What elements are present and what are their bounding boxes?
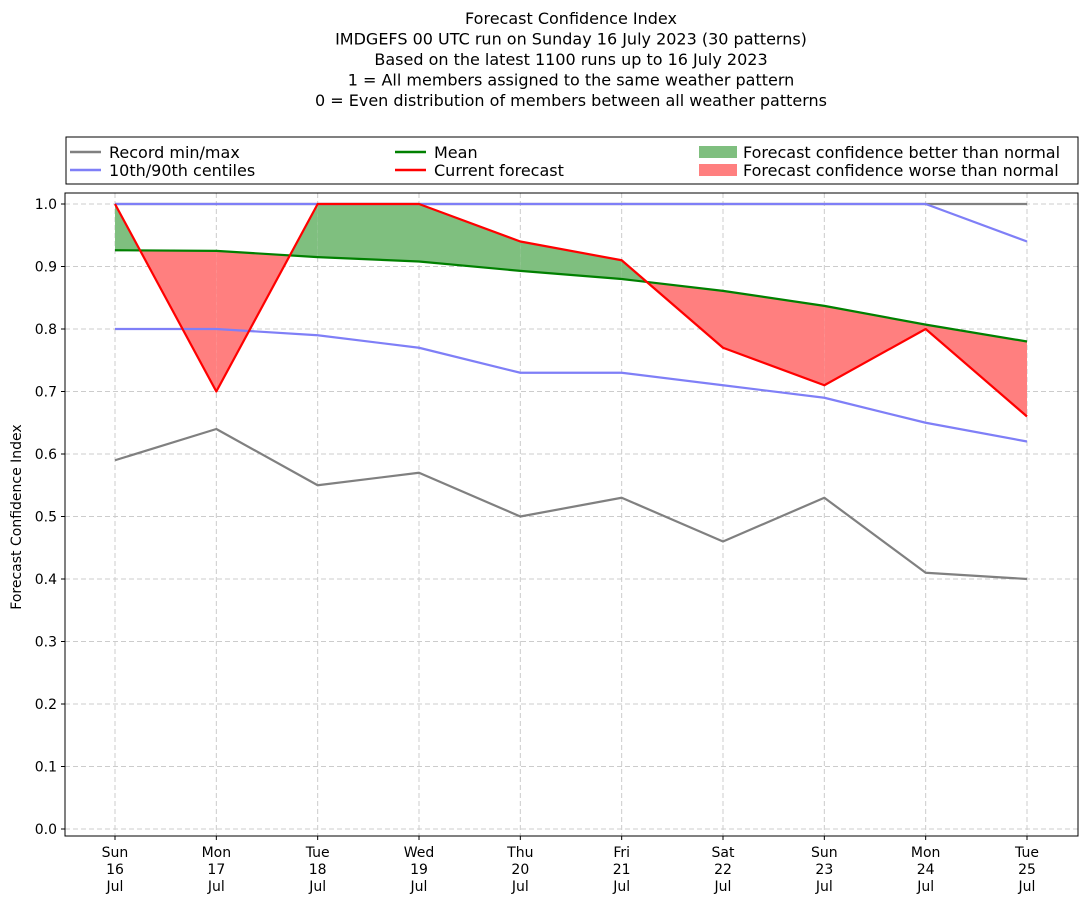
x-tick-label-line: Jul bbox=[106, 879, 124, 895]
plot-area-frame bbox=[64, 192, 1079, 837]
x-tick-label-line: 19 bbox=[410, 862, 428, 878]
series-line-current-forecast bbox=[114, 202, 1028, 418]
fill-better-than-normal bbox=[520, 241, 622, 279]
x-tick-label-line: 23 bbox=[815, 862, 833, 878]
y-tick-label: 0.0 bbox=[35, 822, 57, 838]
x-tick-label: Sun 23 Jul bbox=[811, 845, 838, 895]
x-tick-label: Tue 25 Jul bbox=[1014, 845, 1039, 895]
series-line-10th-centile bbox=[115, 327, 1028, 443]
fill-better-than-normal bbox=[419, 204, 521, 271]
x-tick-label: Mon 24 Jul bbox=[911, 845, 941, 895]
legend-label-current-forecast: Current forecast bbox=[434, 161, 564, 180]
series-lines bbox=[114, 202, 1028, 581]
title-line-3: Based on the latest 1100 runs up to 16 J… bbox=[374, 50, 767, 69]
x-tick-label: Sat 22 Jul bbox=[712, 845, 735, 895]
x-tick-label: Tue 18 Jul bbox=[305, 845, 330, 895]
y-axis-ticks: 0.0 0.1 0.2 0.3 0.4 0.5 0.6 0.7 0.8 0.9 1.0 bbox=[35, 197, 65, 838]
y-tick-label: 0.6 bbox=[35, 447, 57, 463]
x-tick-label-line: Sun bbox=[102, 845, 129, 861]
y-tick-label: 1.0 bbox=[35, 197, 57, 213]
series-line-mean bbox=[114, 249, 1028, 343]
x-tick-label-line: Jul bbox=[410, 879, 428, 895]
fill-worse-than-normal bbox=[723, 290, 825, 386]
y-tick-label: 0.4 bbox=[35, 572, 57, 588]
series-line-record-min bbox=[114, 427, 1028, 581]
confidence-fill-areas bbox=[115, 204, 1027, 417]
x-tick-label-line: Sat bbox=[712, 845, 735, 861]
x-tick-label-line: Wed bbox=[404, 845, 435, 861]
x-tick-label-line: 25 bbox=[1018, 862, 1036, 878]
x-tick-label-line: 16 bbox=[106, 862, 124, 878]
legend-label-forecast-confidence-better-than-normal: Forecast confidence better than normal bbox=[743, 143, 1060, 162]
legend-swatch-forecast-confidence-worse-than-normal bbox=[699, 164, 737, 176]
x-tick-label: Thu 20 Jul bbox=[506, 845, 533, 895]
x-tick-label-line: Fri bbox=[613, 845, 630, 861]
x-tick-label-line: Jul bbox=[612, 879, 630, 895]
x-tick-label-line: Mon bbox=[911, 845, 941, 861]
y-tick-label: 0.3 bbox=[35, 635, 57, 651]
y-tick-label: 0.8 bbox=[35, 322, 57, 338]
x-tick-label-line: Tue bbox=[1014, 845, 1039, 861]
x-tick-label-line: Jul bbox=[1018, 879, 1036, 895]
y-axis-label: Forecast Confidence Index bbox=[9, 424, 25, 609]
x-tick-label-line: 22 bbox=[714, 862, 732, 878]
x-tick-label: Fri 21 Jul bbox=[612, 845, 630, 895]
x-tick-label-line: Sun bbox=[811, 845, 838, 861]
y-tick-label: 0.1 bbox=[35, 760, 57, 776]
y-tick-label: 0.7 bbox=[35, 385, 57, 401]
x-tick-label-line: 21 bbox=[613, 862, 631, 878]
x-tick-label-line: Tue bbox=[305, 845, 330, 861]
y-tick-label: 0.2 bbox=[35, 697, 57, 713]
legend-label-mean: Mean bbox=[434, 143, 478, 162]
x-tick-label-line: Jul bbox=[916, 879, 934, 895]
title-line-1: Forecast Confidence Index bbox=[465, 9, 677, 28]
x-tick-label-line: Jul bbox=[308, 879, 326, 895]
x-tick-label: Mon 17 Jul bbox=[202, 845, 232, 895]
chart-title: Forecast Confidence Index IMDGEFS 00 UTC … bbox=[315, 9, 827, 110]
x-tick-label-line: Mon bbox=[202, 845, 232, 861]
x-tick-label-line: Thu bbox=[506, 845, 533, 861]
series-line-90th-centile bbox=[115, 202, 1028, 243]
y-tick-label: 0.5 bbox=[35, 510, 57, 526]
x-tick-label-line: Jul bbox=[511, 879, 529, 895]
title-line-2: IMDGEFS 00 UTC run on Sunday 16 July 202… bbox=[335, 30, 807, 49]
x-tick-label-line: Jul bbox=[207, 879, 225, 895]
title-line-5: 0 = Even distribution of members between… bbox=[315, 91, 827, 110]
legend-swatch-forecast-confidence-better-than-normal bbox=[699, 146, 737, 158]
y-tick-label: 0.9 bbox=[35, 260, 57, 276]
x-tick-label: Sun 16 Jul bbox=[102, 845, 129, 895]
x-tick-label-line: 24 bbox=[917, 862, 935, 878]
legend-label-forecast-confidence-worse-than-normal: Forecast confidence worse than normal bbox=[743, 161, 1059, 180]
legend-box bbox=[65, 136, 1079, 185]
fill-worse-than-normal bbox=[824, 305, 926, 386]
x-tick-label-line: 17 bbox=[207, 862, 225, 878]
x-tick-label: Wed 19 Jul bbox=[404, 845, 435, 895]
legend-label-record-min-max: Record min/max bbox=[109, 143, 240, 162]
x-tick-label-line: Jul bbox=[815, 879, 833, 895]
title-line-4: 1 = All members assigned to the same wea… bbox=[348, 71, 795, 90]
fill-better-than-normal bbox=[317, 204, 419, 262]
x-tick-label-line: 18 bbox=[309, 862, 327, 878]
x-tick-label-line: Jul bbox=[714, 879, 732, 895]
legend-label-10th-90th-centiles: 10th/90th centiles bbox=[109, 161, 255, 180]
x-tick-label-line: 20 bbox=[511, 862, 529, 878]
